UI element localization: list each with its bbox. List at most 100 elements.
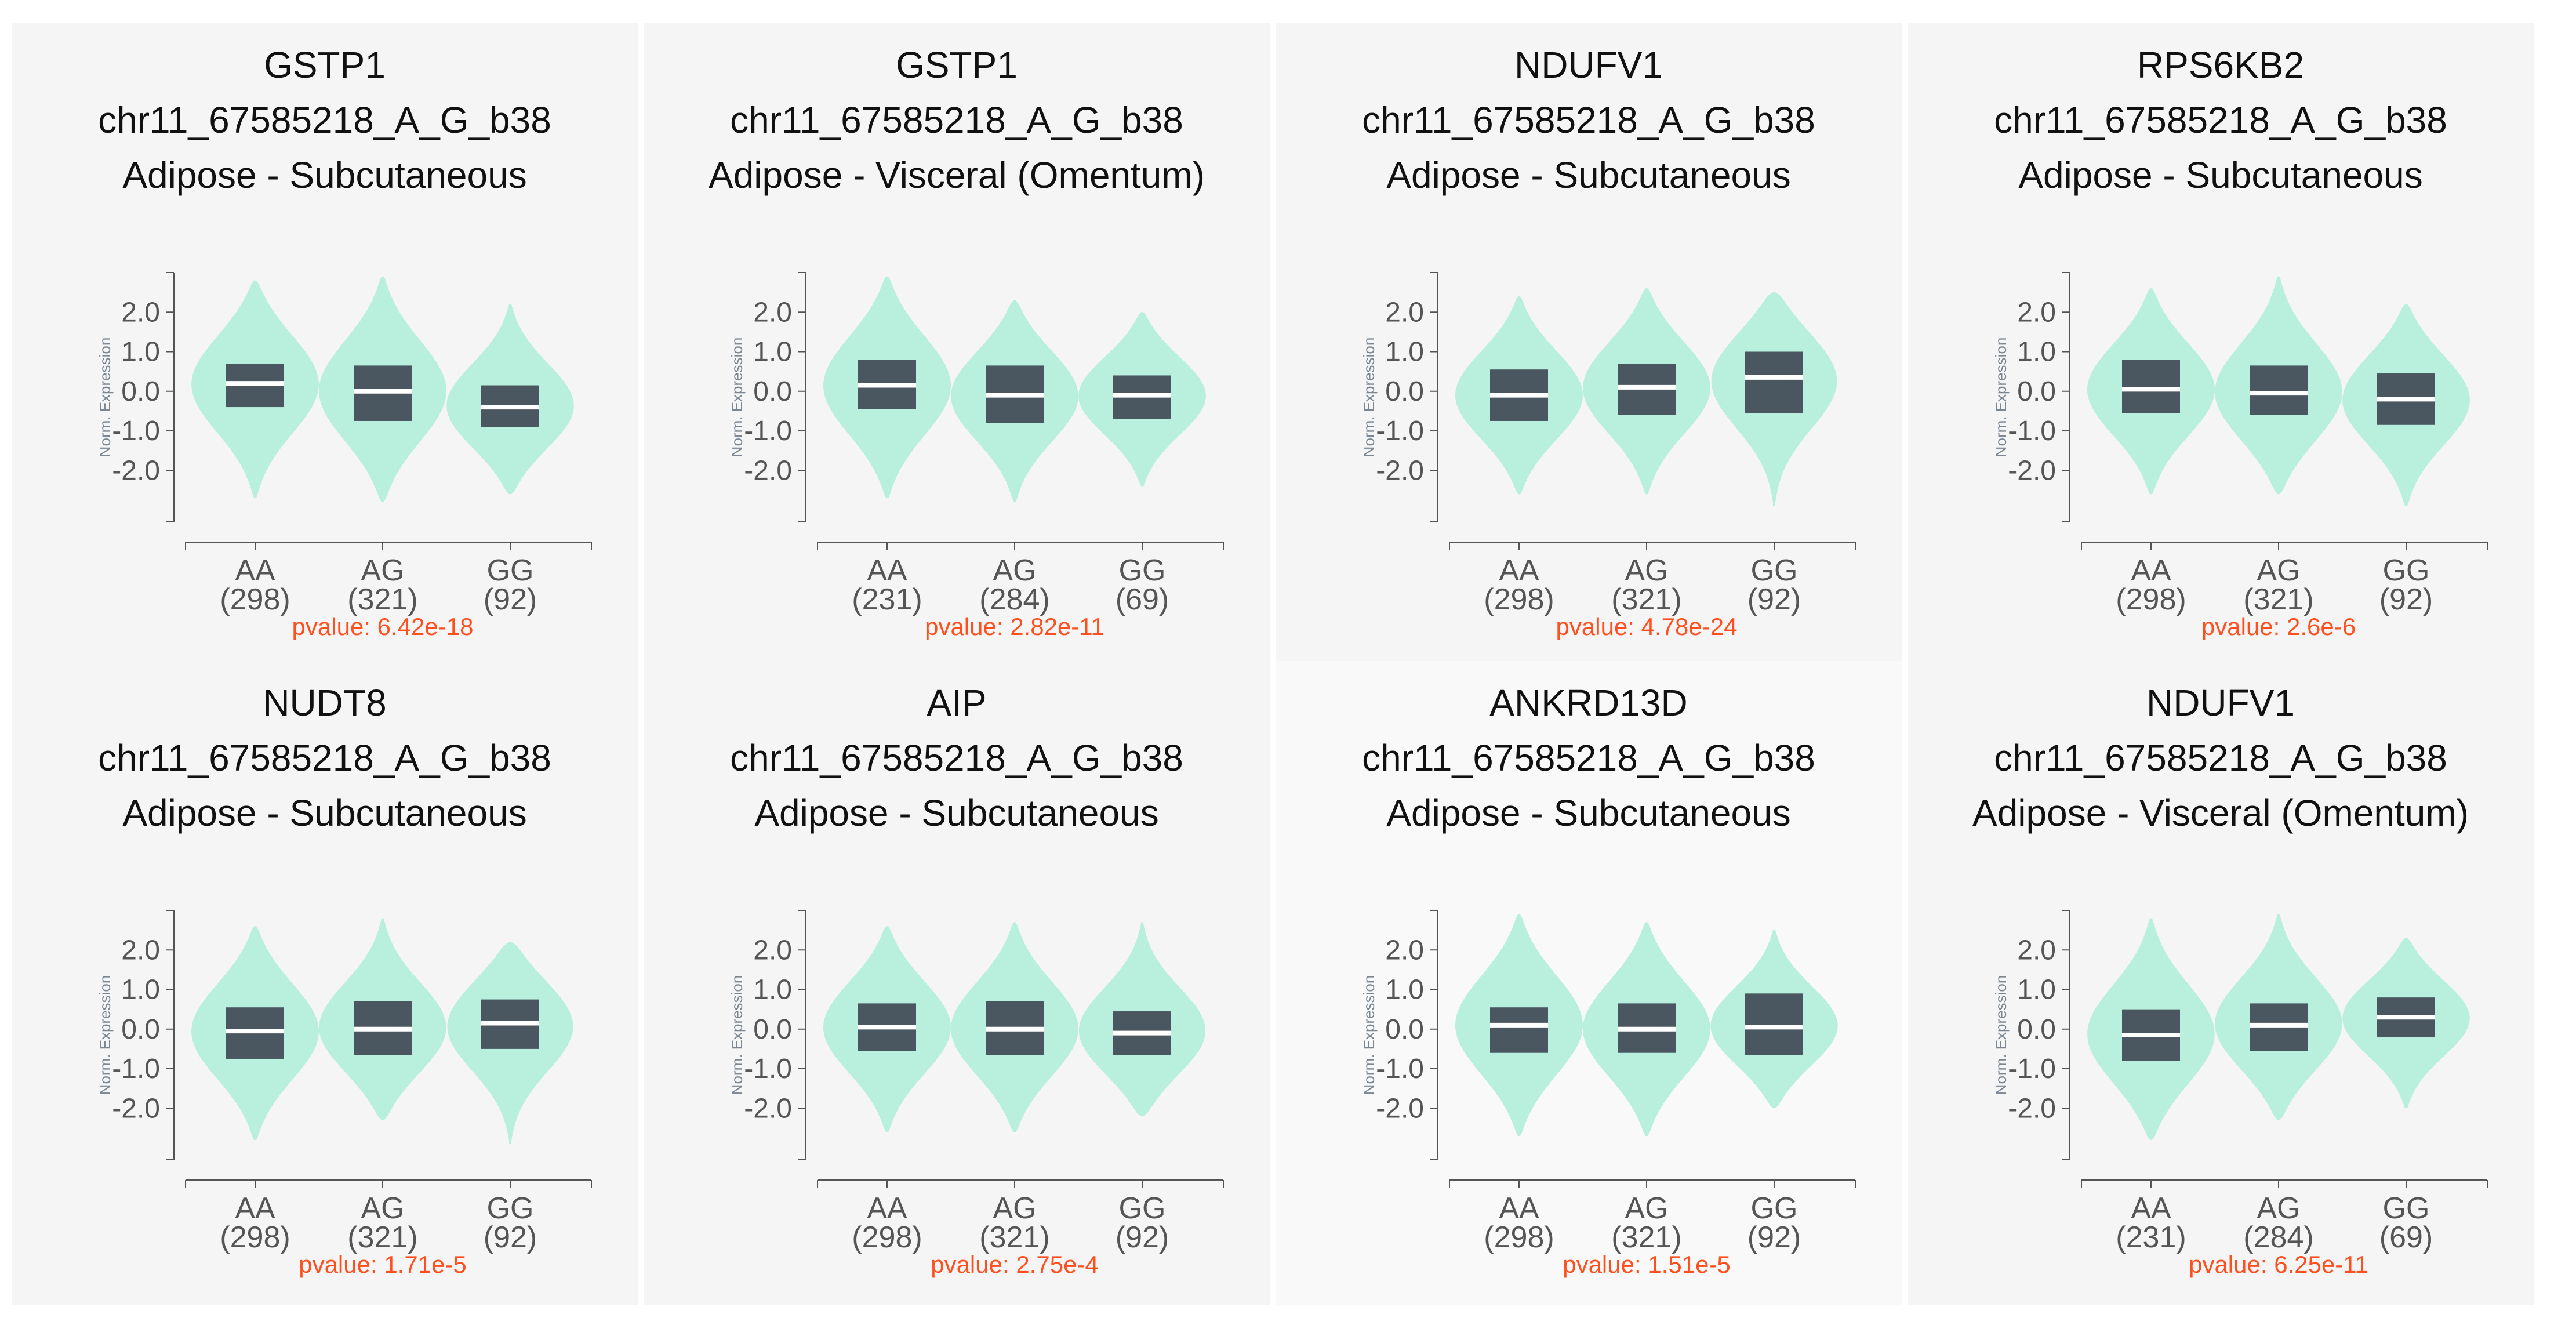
pvalue-label: pvalue: 2.75e-4 (931, 1251, 1099, 1278)
variant-title: chr11_67585218_A_G_b38 (98, 99, 551, 141)
variant-title: chr11_67585218_A_G_b38 (730, 737, 1183, 779)
chart-panel: RPS6KB2 chr11_67585218_A_G_b38 Adipose - S… (1908, 23, 2534, 667)
sample-count-label: (298) (852, 1221, 922, 1254)
y-tick-label: -1.0 (2008, 1054, 2056, 1084)
sample-count-label: (92) (2379, 583, 2433, 616)
x-category-label: GG (1119, 554, 1166, 587)
x-category-label: AA (867, 554, 907, 587)
y-tick-label: 1.0 (2017, 337, 2056, 368)
chart-panel: AIP chr11_67585218_A_G_b38 Adipose - Subcu… (644, 661, 1270, 1305)
variant-title: chr11_67585218_A_G_b38 (1994, 99, 2447, 141)
x-category-label: GG (1119, 1192, 1166, 1225)
y-tick-label: 2.0 (2017, 935, 2056, 965)
tissue-title: Adipose - Subcutaneous (1386, 792, 1791, 834)
y-tick-label: -1.0 (112, 1054, 160, 1084)
y-tick-label: -2.0 (1376, 1093, 1424, 1124)
y-tick-label: -2.0 (2008, 455, 2056, 486)
y-axis-label: Norm. Expression (1992, 975, 2010, 1095)
x-category-label: AA (1499, 554, 1539, 587)
x-category-label: GG (487, 554, 534, 587)
sample-count-label: (231) (2116, 1221, 2186, 1254)
pvalue-label: pvalue: 2.82e-11 (925, 613, 1104, 640)
x-category-label: AG (1625, 554, 1668, 587)
y-tick-label: -2.0 (744, 455, 792, 486)
y-tick-label: -1.0 (744, 416, 792, 446)
sample-count-label: (298) (220, 1221, 290, 1254)
x-category-label: GG (2383, 554, 2430, 587)
y-tick-label: 1.0 (2017, 975, 2056, 1005)
tissue-title: Adipose - Subcutaneous (1386, 154, 1791, 196)
y-tick-label: -2.0 (2008, 1093, 2056, 1124)
sample-count-label: (321) (1611, 583, 1681, 616)
tissue-title: Adipose - Subcutaneous (122, 154, 527, 196)
gene-title: GSTP1 (264, 44, 386, 86)
y-tick-label: 2.0 (753, 297, 792, 328)
y-axis-label: Norm. Expression (1360, 975, 1378, 1095)
sample-count-label: (231) (852, 583, 922, 616)
iqr-box-AA (2122, 360, 2180, 413)
x-category-label: GG (2383, 1192, 2430, 1225)
sample-count-label: (92) (484, 1221, 537, 1254)
y-tick-label: 2.0 (1385, 935, 1424, 965)
y-tick-label: 0.0 (121, 376, 160, 407)
x-category-label: AG (2257, 554, 2300, 587)
y-axis-label: Norm. Expression (1992, 337, 2010, 458)
tissue-title: Adipose - Subcutaneous (122, 792, 527, 834)
sample-count-label: (69) (1116, 583, 1169, 616)
gene-title: ANKRD13D (1489, 682, 1688, 724)
y-tick-label: 0.0 (1385, 376, 1424, 407)
y-axis-label: Norm. Expression (96, 975, 114, 1095)
pvalue-label: pvalue: 6.25e-11 (2189, 1251, 2368, 1278)
y-tick-label: 0.0 (1385, 1014, 1424, 1045)
y-tick-label: 1.0 (753, 975, 792, 1005)
x-category-label: AG (361, 554, 404, 587)
sample-count-label: (321) (1611, 1221, 1681, 1254)
x-category-label: AA (235, 1192, 275, 1225)
chart-panel: ANKRD13D chr11_67585218_A_G_b38 Adipose - … (1276, 661, 1902, 1305)
x-category-label: AA (2131, 1192, 2171, 1225)
x-category-label: AA (2131, 554, 2171, 587)
y-tick-label: -2.0 (1376, 455, 1424, 486)
variant-title: chr11_67585218_A_G_b38 (730, 99, 1183, 141)
y-tick-label: 2.0 (1385, 297, 1424, 328)
sample-count-label: (92) (1747, 1221, 1801, 1254)
sample-count-label: (69) (2379, 1221, 2433, 1254)
y-tick-label: 2.0 (2017, 297, 2056, 328)
y-tick-label: -2.0 (744, 1093, 792, 1124)
pvalue-label: pvalue: 1.51e-5 (1563, 1251, 1731, 1278)
iqr-box-GG (1745, 993, 1803, 1055)
y-tick-label: -1.0 (1376, 416, 1424, 446)
y-tick-label: 0.0 (121, 1014, 160, 1045)
variant-title: chr11_67585218_A_G_b38 (1362, 737, 1815, 779)
y-tick-label: 2.0 (753, 935, 792, 965)
y-tick-label: 0.0 (753, 376, 792, 407)
y-tick-label: -1.0 (112, 416, 160, 446)
x-category-label: GG (1751, 1192, 1798, 1225)
sample-count-label: (284) (2243, 1221, 2313, 1254)
x-category-label: AG (993, 1192, 1036, 1225)
pvalue-label: pvalue: 1.71e-5 (299, 1251, 467, 1278)
x-category-label: AA (867, 1192, 907, 1225)
y-tick-label: 1.0 (753, 337, 792, 368)
x-category-label: AG (993, 554, 1036, 587)
y-tick-label: -1.0 (744, 1054, 792, 1084)
sample-count-label: (298) (1484, 583, 1554, 616)
iqr-box-AG (2250, 365, 2308, 415)
y-axis-label: Norm. Expression (1360, 337, 1378, 458)
sample-count-label: (92) (1116, 1221, 1169, 1254)
tissue-title: Adipose - Subcutaneous (2018, 154, 2423, 196)
sample-count-label: (321) (347, 1221, 417, 1254)
tissue-title: Adipose - Visceral (Omentum) (1972, 792, 2469, 834)
gene-title: NDUFV1 (2146, 682, 2295, 724)
x-category-label: GG (487, 1192, 534, 1225)
tissue-title: Adipose - Subcutaneous (754, 792, 1159, 834)
sample-count-label: (298) (2116, 583, 2186, 616)
gene-title: GSTP1 (896, 44, 1018, 86)
chart-panel: GSTP1 chr11_67585218_A_G_b38 Adipose - Sub… (12, 23, 638, 667)
y-tick-label: -2.0 (112, 1093, 160, 1124)
